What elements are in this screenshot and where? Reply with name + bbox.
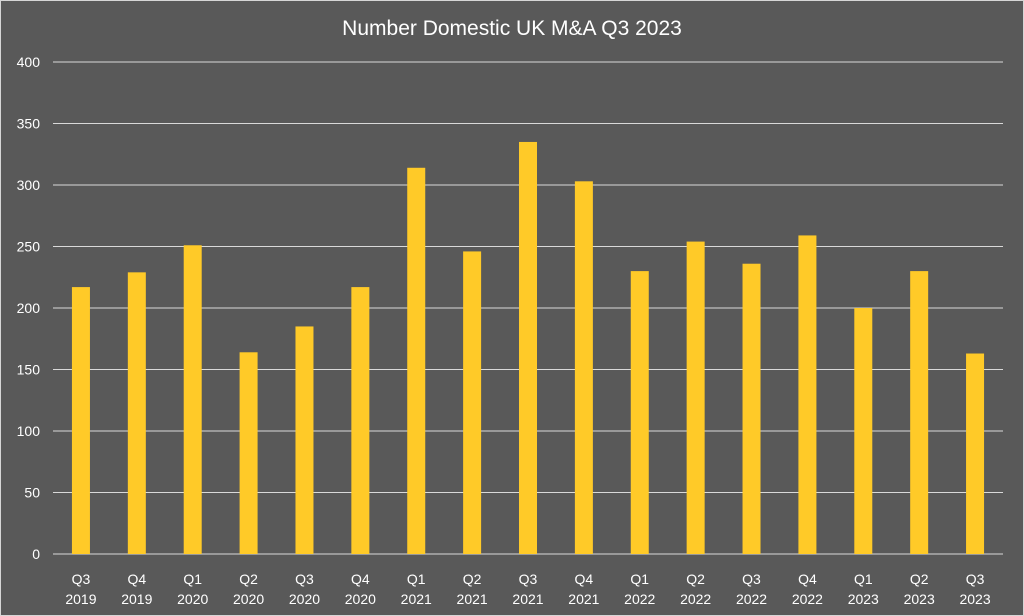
bar bbox=[910, 271, 929, 554]
bar bbox=[854, 308, 873, 554]
bar bbox=[798, 235, 817, 554]
x-tick-label-year: 2020 bbox=[345, 591, 376, 607]
y-tick-label: 300 bbox=[17, 177, 41, 193]
bar bbox=[239, 352, 258, 554]
x-tick-label-quarter: Q2 bbox=[239, 571, 258, 587]
x-tick-label-year: 2022 bbox=[624, 591, 655, 607]
bar bbox=[127, 272, 146, 554]
bar bbox=[574, 181, 593, 554]
x-tick-label-year: 2021 bbox=[568, 591, 599, 607]
x-tick-label-year: 2019 bbox=[65, 591, 96, 607]
x-tick-label-year: 2023 bbox=[959, 591, 990, 607]
y-tick-label: 200 bbox=[17, 300, 41, 316]
bar bbox=[686, 241, 705, 554]
x-tick-label-year: 2021 bbox=[401, 591, 432, 607]
x-tick-label-quarter: Q4 bbox=[351, 571, 370, 587]
y-tick-label: 50 bbox=[24, 485, 40, 501]
x-tick-label-quarter: Q4 bbox=[575, 571, 594, 587]
bar bbox=[742, 263, 761, 554]
bar bbox=[407, 167, 426, 554]
x-tick-label-quarter: Q3 bbox=[72, 571, 91, 587]
x-tick-label-year: 2021 bbox=[457, 591, 488, 607]
x-tick-label-quarter: Q3 bbox=[742, 571, 761, 587]
bar bbox=[966, 353, 985, 554]
x-tick-label-quarter: Q4 bbox=[798, 571, 817, 587]
bar bbox=[183, 245, 202, 554]
x-tick-label-quarter: Q2 bbox=[463, 571, 482, 587]
x-tick-label-year: 2022 bbox=[680, 591, 711, 607]
x-tick-label-quarter: Q3 bbox=[519, 571, 538, 587]
x-tick-label-year: 2020 bbox=[177, 591, 208, 607]
bar bbox=[351, 287, 370, 554]
chart-title: Number Domestic UK M&A Q3 2023 bbox=[342, 17, 682, 40]
x-tick-label-year: 2023 bbox=[904, 591, 935, 607]
x-axis-tick-labels: Q3 2019 Q4 2019 Q1 2020 Q2 2020 Q3 2020 Q4 2020 Q1 20… bbox=[65, 571, 990, 607]
y-tick-label: 0 bbox=[32, 546, 40, 562]
y-tick-label: 250 bbox=[17, 239, 41, 255]
bar bbox=[295, 326, 314, 554]
x-tick-label-quarter: Q3 bbox=[295, 571, 314, 587]
x-tick-label-quarter: Q1 bbox=[854, 571, 873, 587]
y-axis-tick-labels: 0 50 100 150 200 250 300 350 400 bbox=[17, 54, 41, 562]
bar bbox=[71, 287, 90, 554]
y-tick-label: 150 bbox=[17, 362, 41, 378]
y-tick-label: 350 bbox=[17, 116, 41, 132]
y-tick-label: 400 bbox=[17, 54, 41, 70]
x-tick-label-year: 2020 bbox=[289, 591, 320, 607]
y-tick-label: 100 bbox=[17, 423, 41, 439]
x-tick-label-year: 2022 bbox=[736, 591, 767, 607]
bar bbox=[630, 271, 649, 554]
x-tick-label-year: 2021 bbox=[512, 591, 543, 607]
x-tick-label-quarter: Q1 bbox=[183, 571, 202, 587]
bar bbox=[463, 251, 482, 555]
x-tick-label-quarter: Q4 bbox=[127, 571, 146, 587]
x-tick-label-quarter: Q2 bbox=[910, 571, 929, 587]
x-tick-label-year: 2020 bbox=[233, 591, 264, 607]
x-tick-label-year: 2023 bbox=[848, 591, 879, 607]
x-tick-label-quarter: Q1 bbox=[630, 571, 649, 587]
x-tick-label-year: 2019 bbox=[121, 591, 152, 607]
x-tick-label-year: 2022 bbox=[792, 591, 823, 607]
x-tick-label-quarter: Q3 bbox=[966, 571, 985, 587]
bars bbox=[71, 141, 985, 555]
bar bbox=[519, 141, 537, 554]
x-tick-label-quarter: Q2 bbox=[686, 571, 705, 587]
x-tick-label-quarter: Q1 bbox=[407, 571, 426, 587]
